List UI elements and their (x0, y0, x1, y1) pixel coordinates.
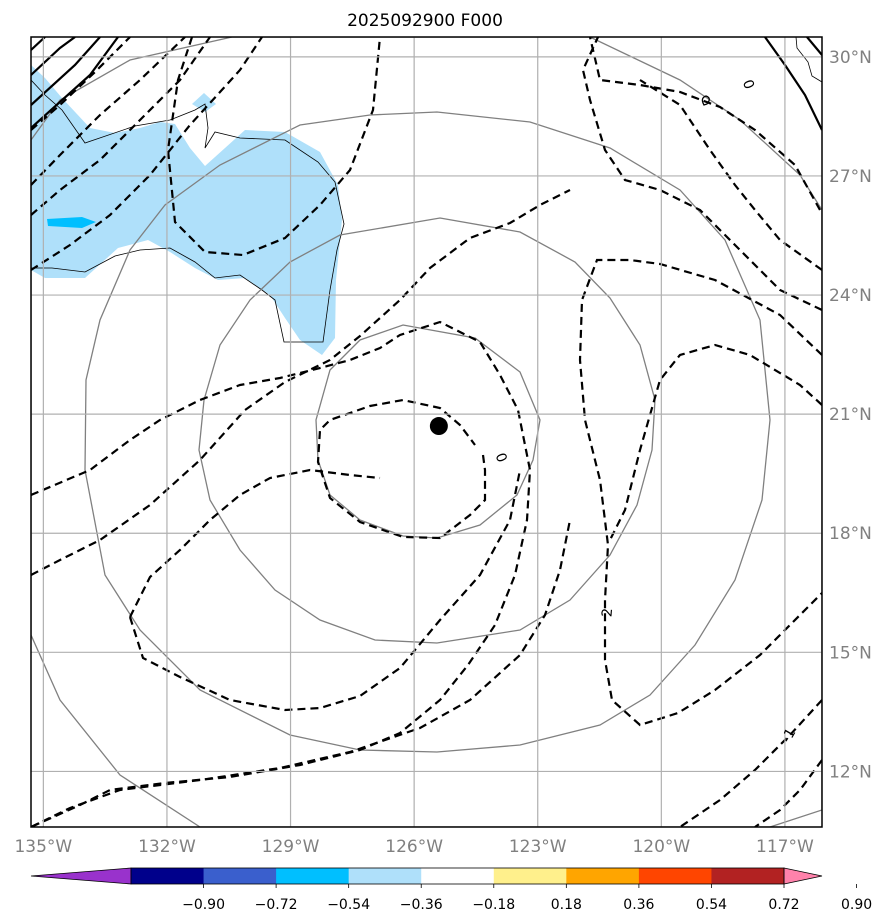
dashed-contour-k (639, 79, 822, 271)
colorbar-tick-label: −0.36 (400, 897, 443, 913)
y-tick-labels: 30°N 27°N 24°N 21°N 18°N 15°N 12°N (829, 48, 872, 783)
dashed-contour-c (129, 468, 381, 618)
colorbar-tick-label: 0.72 (768, 897, 799, 913)
storm-center-marker (429, 417, 448, 436)
x-tick-label: 132°W (138, 837, 196, 857)
range-ring-4 (31, 37, 822, 827)
colorbar-segment (203, 868, 277, 884)
dashed-contours (31, 37, 822, 827)
solid-contour-small (701, 95, 710, 106)
field-boundary (31, 79, 345, 343)
x-tick-label: 135°W (14, 837, 72, 857)
gridlines (31, 37, 822, 827)
x-tick-label: 120°W (632, 837, 690, 857)
colorbar-tick-label: −0.72 (255, 897, 298, 913)
y-tick-label: 21°N (829, 405, 872, 425)
dashed-contour-m (609, 343, 822, 541)
contour-label: 0 (492, 451, 510, 465)
solid-contour-4 (31, 37, 119, 129)
colorbar-tick-label: −0.18 (472, 897, 515, 913)
x-tick-label: 117°W (756, 837, 814, 857)
contour-label: 2 (599, 607, 616, 617)
shaded-dark-spot (47, 217, 96, 228)
map-frame (30, 36, 823, 828)
dashed-contour-d (128, 469, 522, 712)
x-tick-label: 129°W (262, 837, 320, 857)
colorbar-segment (566, 868, 640, 884)
colorbar-segment (421, 868, 495, 884)
colorbar-segment (711, 868, 785, 884)
solid-contours (31, 37, 822, 131)
colorbar-extend-low (30, 867, 132, 885)
solid-contour-5 (764, 37, 822, 131)
range-ring-1 (315, 324, 541, 539)
dashed-contour-f (31, 37, 211, 216)
colorbar-tick-label: −0.54 (327, 897, 370, 913)
colorbar-segment (276, 868, 350, 884)
dashed-contour-a (31, 320, 532, 827)
x-tick-label: 123°W (509, 837, 567, 857)
dashed-contour-j (588, 37, 821, 211)
y-tick-label: 24°N (829, 286, 872, 306)
range-ring-2 (198, 217, 656, 644)
solid-contour-2 (31, 37, 76, 76)
y-tick-label: 30°N (829, 48, 872, 68)
colorbar-frame (130, 867, 785, 885)
x-tick-label: 126°W (385, 837, 443, 857)
colorbar-tick-label: 0.36 (623, 897, 654, 913)
shaded-region (31, 65, 342, 355)
dashed-contour-q (31, 519, 572, 827)
colorbar-tick-label: 0.54 (696, 897, 727, 913)
chart-title: 2025092900 F000 (347, 11, 503, 31)
dashed-contour-b (31, 189, 571, 576)
dashed-contour-p (581, 37, 822, 311)
colorbar-tick-label: 0.18 (551, 897, 582, 913)
colorbar-segment (131, 868, 205, 884)
colorbar-segment (348, 868, 422, 884)
solid-contour-1 (31, 37, 46, 51)
solid-contour-3 (31, 37, 101, 106)
y-tick-label: 12°N (829, 762, 872, 782)
x-tick-labels: 135°W 132°W 129°W 126°W 123°W 120°W 117°W (14, 837, 814, 857)
y-tick-label: 27°N (829, 167, 872, 187)
dashed-contour-n (679, 699, 822, 827)
range-ring-3 (84, 111, 771, 753)
dashed-contour-e (31, 37, 263, 271)
contour-label: 0 (739, 78, 757, 92)
contour-labels: 0 2 -1 0 (492, 78, 800, 746)
dashed-contour-i (166, 37, 382, 257)
map-body (31, 37, 822, 827)
colorbar-segment (638, 868, 712, 884)
dashed-contour-g (31, 37, 186, 186)
colorbar: −0.90 −0.72 −0.54 −0.36 −0.18 0.18 0.36 0.54 0.7… (30, 867, 872, 913)
shaded-spot (192, 93, 216, 112)
dashed-contour-0 (316, 398, 487, 540)
field-boundary-ne (795, 37, 822, 83)
dashed-contour-o (754, 759, 822, 827)
colorbar-extend-high (783, 867, 823, 885)
y-tick-label: 15°N (829, 643, 872, 663)
colorbar-segment (493, 868, 567, 884)
contour-label: -1 (779, 726, 800, 746)
dashed-contour-h (31, 37, 131, 131)
solid-contour-6 (806, 37, 822, 56)
dashed-contour-l (578, 258, 822, 727)
colorbar-tick-label: 0.90 (841, 897, 872, 913)
y-tick-label: 18°N (829, 524, 872, 544)
colorbar-tick-label: −0.90 (182, 897, 225, 913)
